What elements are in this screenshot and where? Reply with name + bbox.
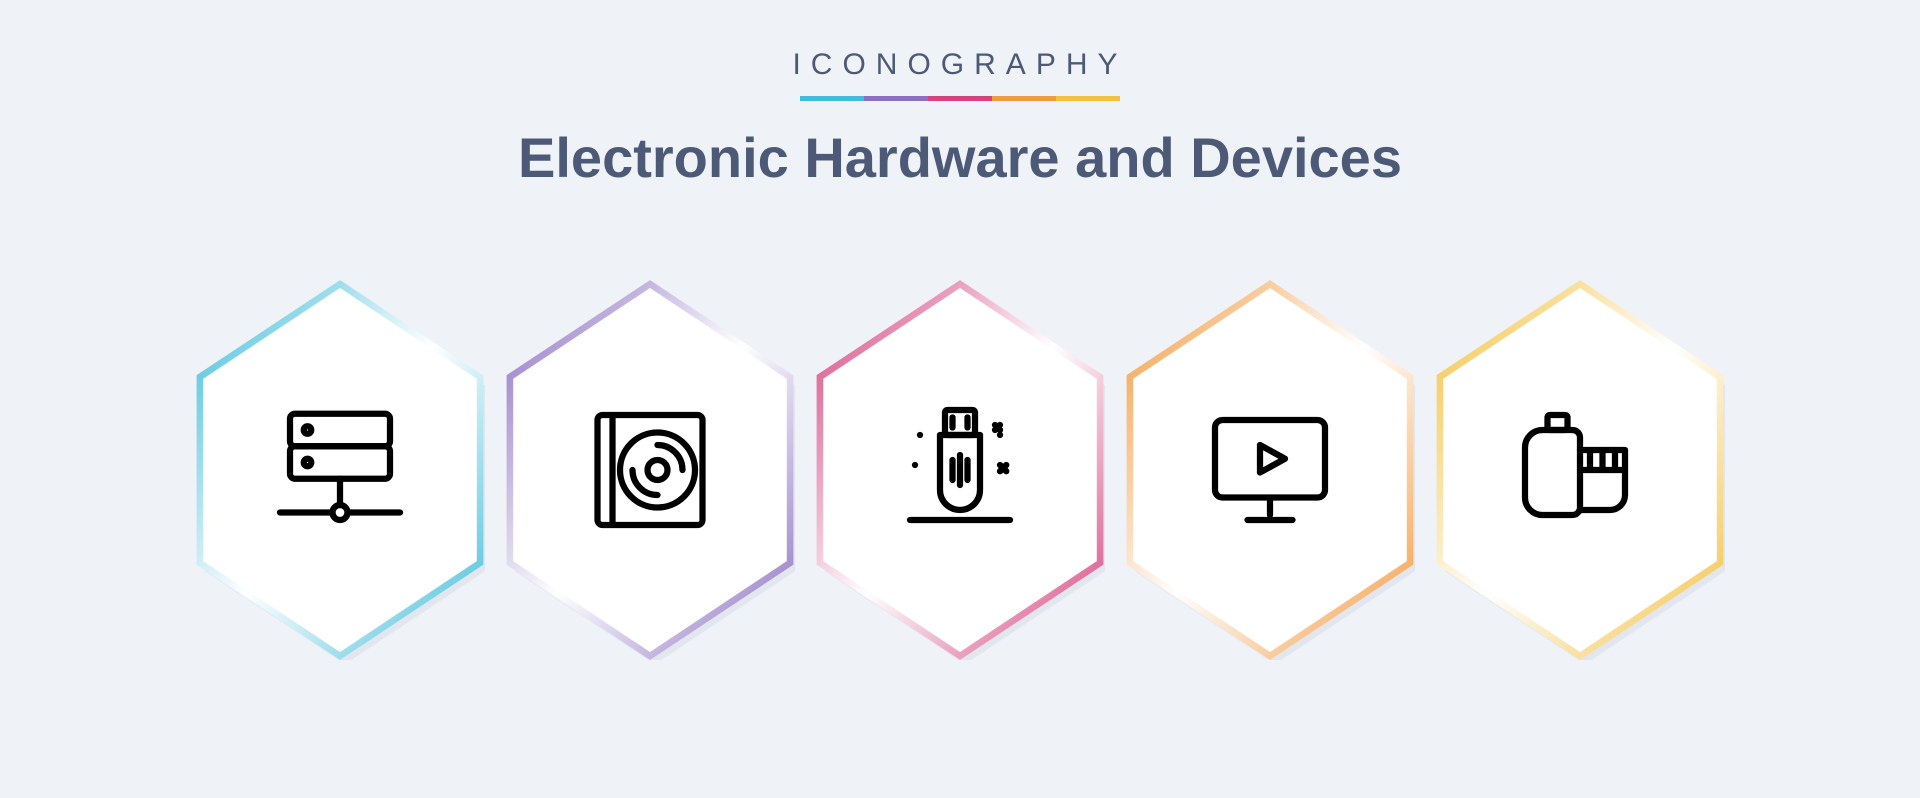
hex-card bbox=[795, 280, 1125, 660]
divider-seg bbox=[864, 96, 928, 101]
divider-seg bbox=[992, 96, 1056, 101]
hex-row bbox=[185, 280, 1735, 660]
hex-card bbox=[485, 280, 815, 660]
brand-label: ICONOGRAPHY bbox=[518, 48, 1402, 82]
server-icon bbox=[265, 395, 415, 545]
header: ICONOGRAPHY Electronic Hardware and Devi… bbox=[518, 48, 1402, 190]
divider-seg bbox=[928, 96, 992, 101]
film-icon bbox=[1505, 395, 1655, 545]
divider-seg bbox=[1056, 96, 1120, 101]
hex-card bbox=[175, 280, 505, 660]
divider-seg bbox=[800, 96, 864, 101]
hex-card bbox=[1105, 280, 1435, 660]
divider bbox=[518, 96, 1402, 101]
cd-case-icon bbox=[575, 395, 725, 545]
monitor-icon bbox=[1195, 395, 1345, 545]
usb-icon bbox=[885, 395, 1035, 545]
hex-card bbox=[1415, 280, 1745, 660]
page-title: Electronic Hardware and Devices bbox=[518, 125, 1402, 190]
